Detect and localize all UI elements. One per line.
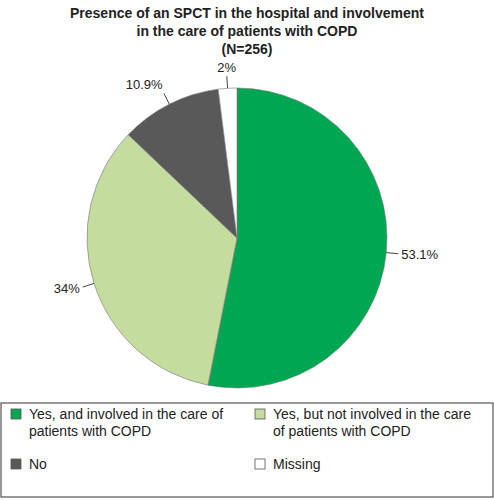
text-line: No [29, 456, 47, 472]
legend-swatch [255, 409, 265, 419]
legend-label: Yes, and involved in the care ofpatients… [29, 406, 223, 439]
legend-label: Yes, but not involved in the careof pati… [273, 406, 471, 439]
data-label: 2% [217, 60, 236, 75]
pie-slice [128, 89, 237, 238]
legend-label: No [29, 456, 47, 472]
subtitle: (N=256) [222, 41, 273, 57]
text-line: patients with COPD [29, 423, 151, 439]
leader-line [386, 253, 398, 254]
legend-frame [1, 403, 493, 497]
text-line: Yes, but not involved in the care [273, 406, 471, 422]
legend-label: Missing [273, 456, 320, 472]
leader-line [83, 283, 94, 287]
chart: Presence of an SPCT in the hospital and … [0, 0, 494, 500]
text-line: in the care of patients with COPD [137, 23, 358, 39]
data-label: 53.1% [401, 247, 438, 262]
data-label: 10.9% [126, 77, 163, 92]
leader-line [226, 76, 228, 88]
data-labels: 53.1% 34% 10.9% 2% [54, 60, 439, 296]
title: Presence of an SPCT in the hospital and … [70, 5, 424, 39]
pie-slice [218, 88, 237, 238]
text-line: Yes, and involved in the care of [29, 406, 223, 422]
legend-swatch [11, 409, 21, 419]
data-label: 34% [54, 281, 80, 296]
pie [87, 88, 387, 388]
legend: Yes, and involved in the care ofpatients… [1, 403, 493, 497]
text-line: Presence of an SPCT in the hospital and … [70, 5, 424, 21]
legend-swatch [255, 459, 265, 469]
text-line: Missing [273, 456, 320, 472]
legend-swatch [11, 459, 21, 469]
leader-line [164, 93, 169, 104]
text-line: of patients with COPD [273, 423, 411, 439]
